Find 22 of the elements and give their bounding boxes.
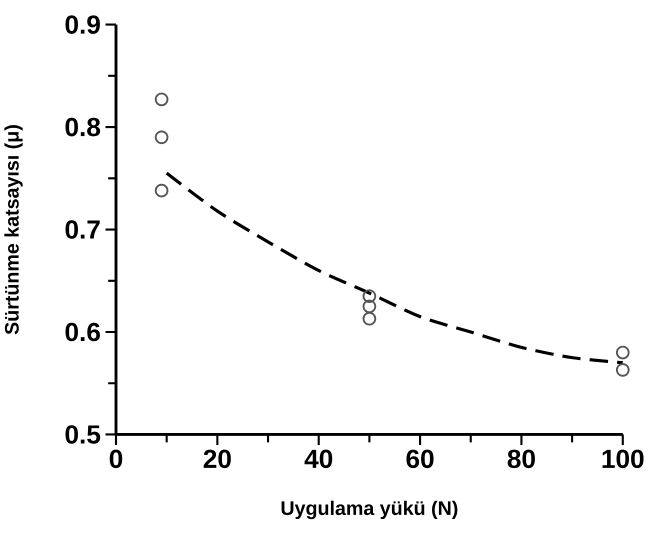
x-tick-label: 0	[110, 450, 122, 468]
y-tick-label: 0.9	[66, 15, 100, 34]
point	[154, 184, 168, 198]
x-axis-title: Uygulama yükü (N)	[282, 500, 458, 520]
x-tick-label: 60	[406, 450, 434, 468]
point	[362, 289, 376, 303]
point	[616, 346, 630, 360]
point	[154, 92, 168, 106]
y-tick-label: 0.8	[66, 118, 100, 136]
point	[616, 363, 630, 377]
y-tick-label: 0.6	[66, 322, 100, 342]
x-tick-label: 40	[304, 450, 332, 468]
x-tick-label: 20	[204, 450, 231, 468]
point	[362, 300, 376, 314]
line-series	[165, 172, 624, 364]
point	[154, 130, 168, 144]
x-tick-label: 80	[508, 450, 535, 468]
x-tick-label: 100	[602, 450, 644, 468]
point	[362, 312, 376, 326]
y-tick-label: 0.5	[66, 425, 100, 444]
y-axis-title: Sürtünme katsayısı (μ)	[4, 125, 23, 334]
y-tick-label: 0.7	[66, 220, 100, 239]
